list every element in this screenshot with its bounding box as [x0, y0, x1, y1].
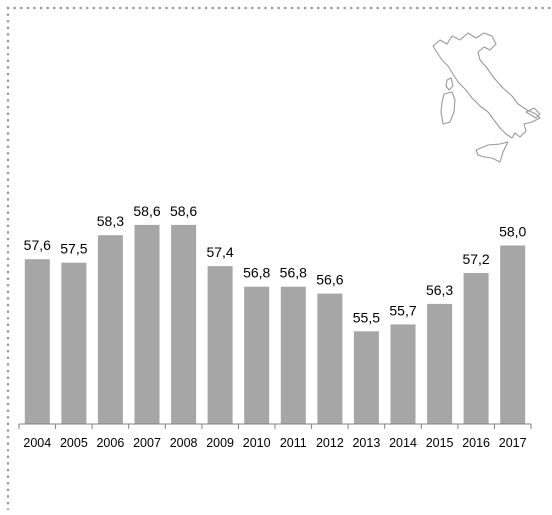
value-label-2008: 58,6 [170, 203, 197, 219]
value-label-2016: 57,2 [462, 251, 489, 267]
x-tick-label-2013: 2013 [352, 436, 380, 450]
x-tick-label-2014: 2014 [389, 436, 417, 450]
x-tick-label-2016: 2016 [462, 436, 490, 450]
x-tick-label-2009: 2009 [206, 436, 234, 450]
value-label-2011: 56,8 [280, 265, 307, 281]
value-label-2006: 58,3 [97, 213, 124, 229]
value-label-2004: 57,6 [24, 237, 51, 253]
value-label-2009: 57,4 [206, 244, 233, 260]
x-tick-label-2017: 2017 [499, 436, 527, 450]
value-label-2005: 57,5 [60, 241, 87, 257]
value-label-2017: 58,0 [499, 224, 526, 240]
bar-2014 [390, 324, 416, 424]
bar-2016 [463, 273, 489, 424]
value-label-2014: 55,7 [389, 302, 416, 318]
x-tick-label-2005: 2005 [60, 436, 88, 450]
italy-map-icon [432, 32, 541, 163]
bar-2013 [353, 331, 379, 424]
bar-2009 [207, 266, 233, 424]
bar-2015 [427, 303, 453, 424]
x-tick-label-2008: 2008 [170, 436, 198, 450]
bar-2008 [171, 224, 197, 424]
bar-2011 [280, 286, 306, 424]
value-label-2010: 56,8 [243, 265, 270, 281]
value-label-2013: 55,5 [353, 309, 380, 325]
bar-2005 [61, 262, 87, 424]
value-label-2015: 56,3 [426, 282, 453, 298]
x-tick-label-2010: 2010 [243, 436, 271, 450]
x-tick-label-2004: 2004 [23, 436, 51, 450]
x-tick-label-2006: 2006 [96, 436, 124, 450]
bar-2004 [24, 259, 50, 424]
x-tick-label-2007: 2007 [133, 436, 161, 450]
bar-2007 [134, 224, 160, 424]
x-tick-label-2015: 2015 [426, 436, 454, 450]
x-tick-label-2011: 2011 [280, 436, 307, 450]
bar-2006 [97, 235, 123, 424]
bar-2010 [244, 286, 270, 424]
bar-2012 [317, 293, 343, 424]
value-label-2012: 56,6 [316, 272, 343, 288]
x-tick-label-2012: 2012 [316, 436, 344, 450]
bar-2017 [500, 245, 526, 424]
value-label-2007: 58,6 [133, 203, 160, 219]
